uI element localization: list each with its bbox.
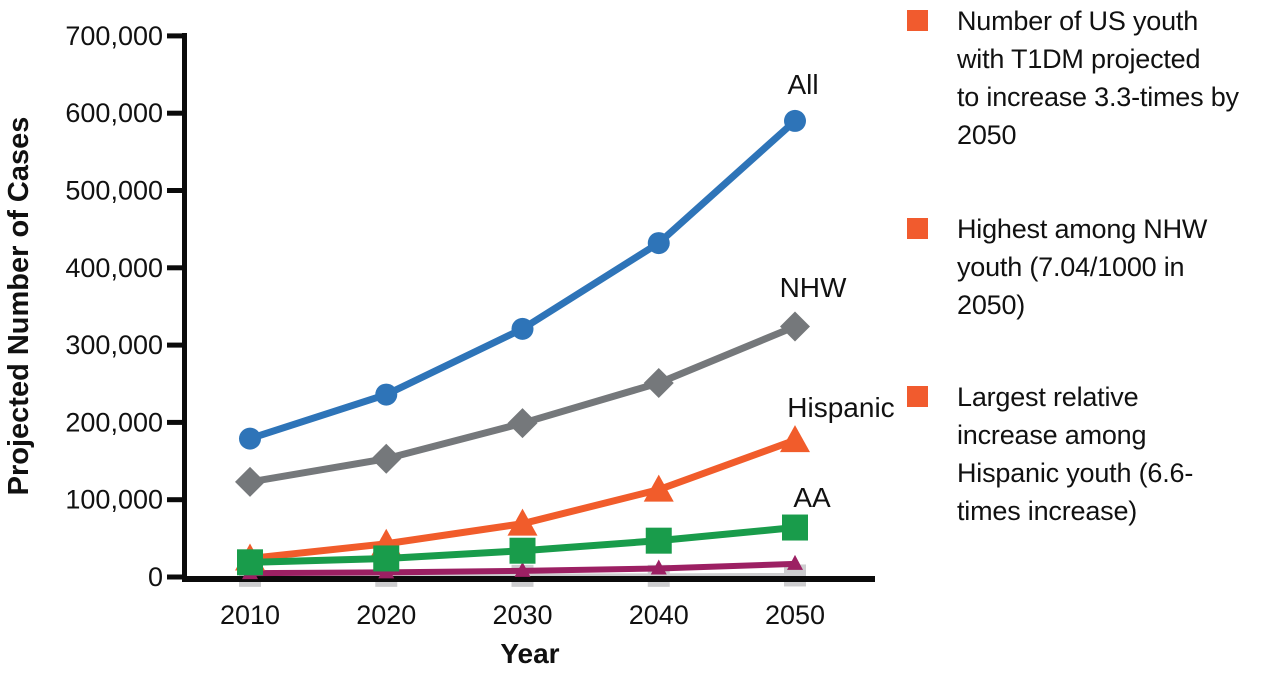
note-text-3: Largest relative increase among Hispanic… [957, 382, 1194, 526]
y-tick-label: 200,000 [65, 407, 163, 437]
x-axis-title: Year [500, 638, 559, 669]
y-tick-label: 0 [148, 562, 163, 592]
series-hispanic-marker [643, 474, 674, 502]
y-tick-label: 400,000 [65, 253, 163, 283]
series-label-hispanic: Hispanic [787, 392, 894, 423]
note-item-1: Number of US youth with T1DM projected t… [900, 2, 1280, 154]
series-aa-marker [373, 545, 400, 572]
series-label-nhw: NHW [780, 272, 847, 303]
series-nhw-marker [507, 408, 538, 439]
series-label-aa: AA [793, 482, 831, 513]
series-aa-marker [782, 514, 808, 541]
x-tick-label: 2020 [356, 600, 416, 630]
series-all-marker [784, 109, 806, 132]
side-notes-panel: Number of US youth with T1DM projected t… [900, 0, 1280, 677]
series-nhw-line [249, 323, 797, 486]
y-tick-label: 500,000 [65, 176, 163, 206]
y-tick-label: 100,000 [65, 485, 163, 515]
series-magenta-marker [787, 554, 803, 570]
series-aa-marker [645, 527, 672, 554]
y-axis-line [182, 33, 187, 582]
x-tick-label: 2030 [492, 600, 552, 630]
y-axis-tick [167, 419, 184, 425]
y-axis-tick [167, 33, 184, 39]
series-magenta-marker [514, 561, 531, 577]
note-text-2: Highest among NHW youth (7.04/1000 in 20… [957, 214, 1208, 320]
y-tick-label: 600,000 [65, 98, 163, 128]
y-tick-label: 700,000 [65, 21, 163, 51]
series-aa-marker [509, 537, 536, 564]
series-all-marker [647, 232, 670, 255]
y-axis-tick [167, 188, 184, 193]
series-hispanic-marker [780, 425, 810, 453]
x-axis-line [182, 576, 875, 582]
bullet-square-icon [907, 10, 928, 31]
y-axis-title: Projected Number of Cases [3, 117, 35, 496]
note-item-3: Largest relative increase among Hispanic… [900, 378, 1280, 530]
series-nhw-marker [235, 466, 265, 497]
y-axis-tick [167, 110, 184, 116]
series-hispanic-marker [507, 508, 538, 536]
series-nhw-marker [643, 367, 674, 398]
y-axis-tick [167, 342, 184, 348]
series-all-line [248, 118, 798, 442]
chart-svg: 0 100,000 200,000 300,000 400,000 500,000 600,… [3, 21, 895, 669]
series-label-all: All [787, 69, 818, 100]
series-all-marker [375, 383, 398, 406]
note-text-1: Number of US youth with T1DM projected t… [957, 6, 1239, 150]
series-all-marker [511, 317, 534, 340]
x-tick-label: 2050 [765, 600, 825, 630]
y-axis-tick [167, 497, 184, 503]
series-nhw-marker [780, 311, 810, 342]
y-tick-label: 300,000 [65, 330, 163, 360]
y-axis-tick [167, 574, 184, 580]
note-item-2: Highest among NHW youth (7.04/1000 in 20… [900, 210, 1280, 324]
series-all-marker [239, 427, 261, 450]
series-magenta-marker [650, 559, 667, 575]
series-nhw-marker [371, 443, 402, 474]
y-axis-tick [167, 265, 184, 271]
bullet-square-icon [907, 386, 928, 407]
x-tick-label: 2040 [629, 600, 689, 630]
series-aa-marker [237, 549, 263, 576]
x-tick-label: 2010 [220, 600, 280, 630]
bullet-square-icon [907, 218, 928, 239]
